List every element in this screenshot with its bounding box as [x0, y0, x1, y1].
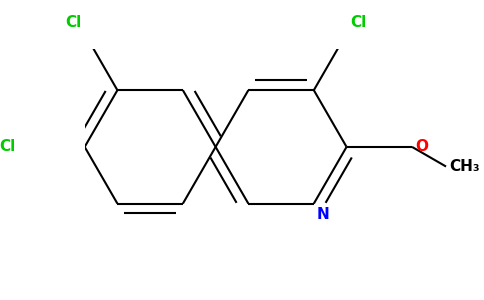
Text: CH₃: CH₃ [449, 159, 480, 174]
Text: Cl: Cl [65, 15, 81, 30]
Text: N: N [317, 207, 330, 222]
Text: Cl: Cl [0, 140, 16, 154]
Text: O: O [415, 140, 428, 154]
Text: Cl: Cl [350, 15, 366, 30]
